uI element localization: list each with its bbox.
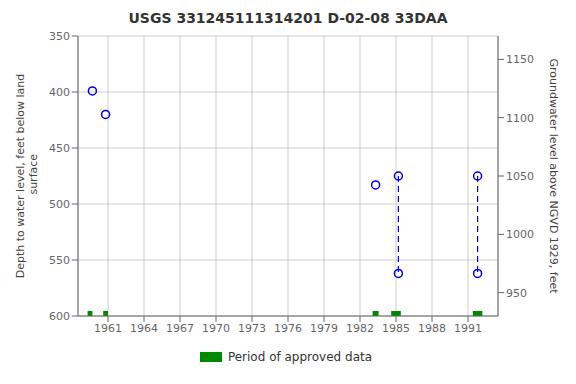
svg-text:1050: 1050 <box>506 170 534 183</box>
svg-text:450: 450 <box>49 142 70 155</box>
svg-text:1961: 1961 <box>94 322 122 335</box>
svg-text:1985: 1985 <box>382 322 410 335</box>
svg-text:1964: 1964 <box>130 322 158 335</box>
svg-text:Groundwater level above NGVD 1: Groundwater level above NGVD 1929, feet <box>547 58 560 294</box>
svg-text:1100: 1100 <box>506 112 534 125</box>
svg-text:1150: 1150 <box>506 53 534 66</box>
svg-text:Depth to water level, feet bel: Depth to water level, feet below land su… <box>14 74 40 279</box>
svg-text:400: 400 <box>49 86 70 99</box>
html-text:USGS 331245111314201 D-02-08 3: USGS 331245111314201 D-02-08 33DAA <box>128 10 448 26</box>
svg-text:350: 350 <box>49 30 70 43</box>
svg-text:550: 550 <box>49 254 70 267</box>
svg-text:1991: 1991 <box>454 322 482 335</box>
svg-text:950: 950 <box>506 287 527 300</box>
svg-text:1000: 1000 <box>506 228 534 241</box>
svg-text:1988: 1988 <box>418 322 446 335</box>
svg-text:500: 500 <box>49 198 70 211</box>
svg-text:1973: 1973 <box>238 322 266 335</box>
svg-text:1970: 1970 <box>202 322 230 335</box>
html-text:Period of approved data: Period of approved data <box>227 350 373 364</box>
svg-text:1976: 1976 <box>274 322 302 335</box>
svg-text:1967: 1967 <box>166 322 194 335</box>
svg-text:600: 600 <box>49 310 70 323</box>
svg-text:1982: 1982 <box>346 322 374 335</box>
svg-text:1979: 1979 <box>310 322 338 335</box>
